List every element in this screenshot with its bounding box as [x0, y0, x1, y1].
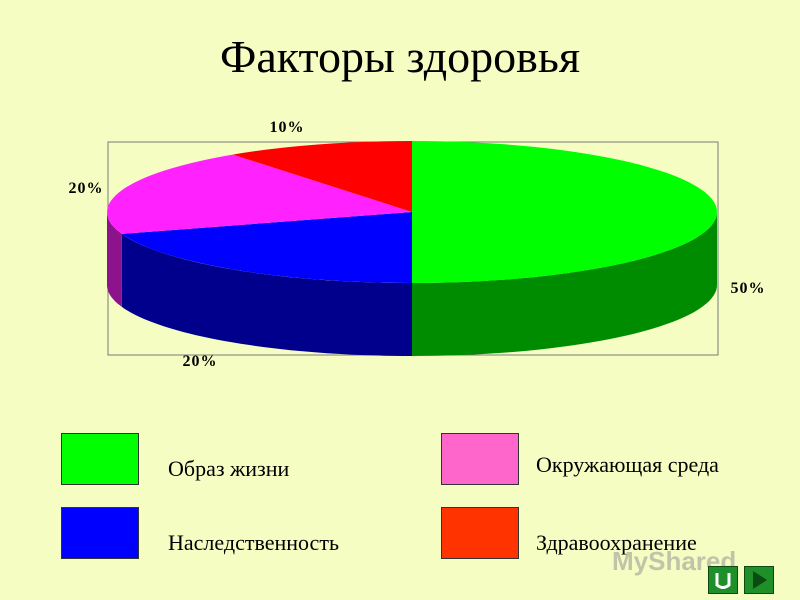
data-label-heredity: 20%: [183, 353, 218, 370]
data-label-environment: 20%: [69, 180, 104, 197]
next-button[interactable]: [744, 566, 774, 594]
pie-side-environment: [107, 212, 122, 307]
next-arrow-icon: [753, 571, 767, 589]
pie-slice-environment: [107, 154, 412, 234]
legend-label-heredity: Наследственность: [168, 530, 339, 555]
pie-labels: 50% 20% 20% 10%: [69, 119, 766, 370]
legend-label-lifestyle: Образ жизни: [168, 456, 290, 481]
home-icon: [715, 573, 731, 589]
pie-slice-heredity: [121, 212, 413, 283]
data-label-healthcare: 10%: [270, 119, 305, 136]
legend-swatch-heredity: [61, 507, 139, 559]
pie-sides: [107, 212, 717, 356]
pie-side-heredity: [121, 233, 413, 356]
home-button[interactable]: [708, 566, 738, 594]
pie-slice-healthcare: [232, 141, 412, 212]
pie-slice-lifestyle: [412, 141, 717, 283]
data-label-lifestyle: 50%: [731, 280, 766, 297]
pie-side-lifestyle: [412, 212, 717, 356]
page-title: Факторы здоровья: [219, 31, 580, 82]
legend-swatch-lifestyle: [61, 433, 139, 485]
legend-label-healthcare: Здравоохранение: [536, 530, 697, 555]
legend-label-environment: Окружающая среда: [536, 452, 719, 477]
legend-swatch-healthcare: [441, 507, 519, 559]
legend-swatch-environment: [441, 433, 519, 485]
pie-top: [107, 141, 717, 283]
